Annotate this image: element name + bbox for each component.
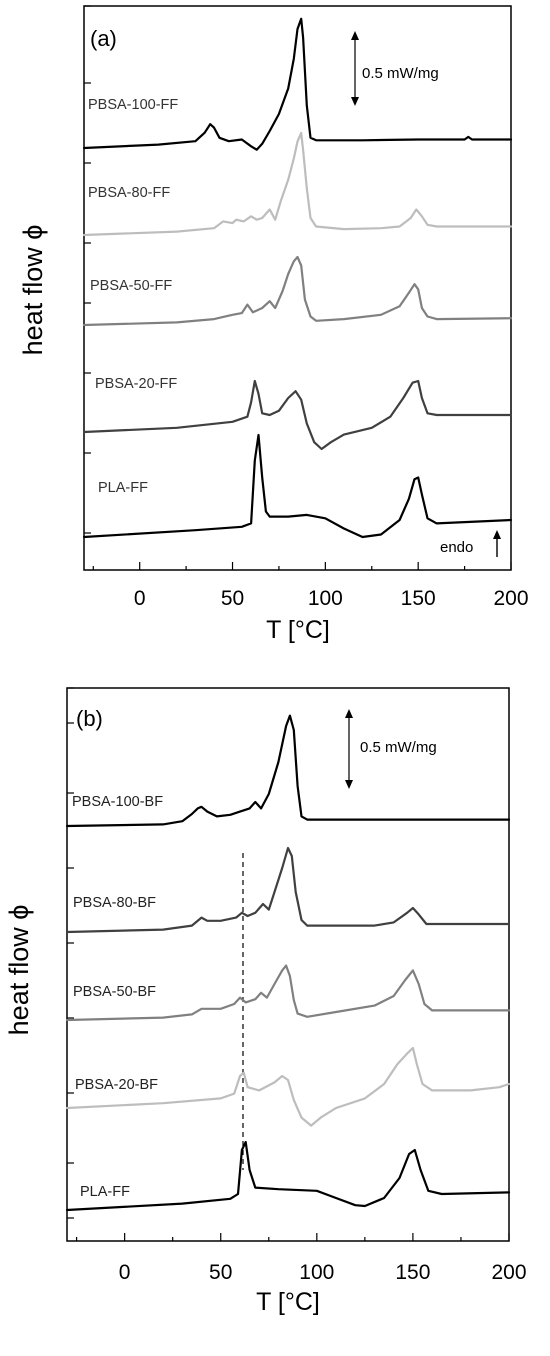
series-label: PBSA-20-FF xyxy=(95,376,177,392)
scale-bar-label-b: 0.5 mW/mg xyxy=(360,739,437,756)
panel-label-a: (a) xyxy=(90,26,117,51)
series-line-pbsa-100-ff xyxy=(82,17,513,151)
series-line-pbsa-100-bf xyxy=(65,714,511,828)
plot-frame-a xyxy=(83,5,512,571)
series-label: PBSA-100-FF xyxy=(88,97,178,113)
series-label: PBSA-80-FF xyxy=(88,185,170,201)
x-tick-label: 50 xyxy=(209,1261,232,1284)
panel-label-b: (b) xyxy=(76,706,103,731)
x-tick-label: 50 xyxy=(221,587,244,610)
series-line-pbsa-20-bf xyxy=(65,1046,511,1127)
scale-bar-label-a: 0.5 mW/mg xyxy=(362,65,439,82)
x-axis-label-b: T [°C] xyxy=(256,1288,320,1316)
series-label: PBSA-20-BF xyxy=(75,1077,158,1093)
endo-indicator: endo xyxy=(440,530,501,557)
x-tick-label: 200 xyxy=(491,1261,526,1284)
series-line-pbsa-80-bf xyxy=(65,846,511,934)
series-label: PBSA-50-FF xyxy=(90,278,172,294)
y-axis-label-a: heat flow ϕ xyxy=(18,225,48,356)
series-line-pbsa-50-bf xyxy=(65,964,511,1022)
x-tick-label: 0 xyxy=(134,587,146,610)
series-label: PBSA-100-BF xyxy=(72,794,163,810)
x-tick-label: 100 xyxy=(308,587,343,610)
x-tick-label: 200 xyxy=(493,587,528,610)
series-line-pla-ff xyxy=(82,433,513,539)
series-line-pla-ff xyxy=(65,1140,511,1212)
scale-bar-a: 0.5 mW/mg xyxy=(351,31,439,106)
series-label: PBSA-80-BF xyxy=(73,895,156,911)
series-line-pbsa-20-ff xyxy=(82,379,513,451)
x-tick-label: 150 xyxy=(395,1261,430,1284)
plot-frame-b xyxy=(66,687,510,1242)
x-tick-label: 150 xyxy=(401,587,436,610)
x-tick-label: 0 xyxy=(119,1261,131,1284)
series-label: PLA-FF xyxy=(98,480,148,496)
series-line-pbsa-80-ff xyxy=(82,131,513,237)
series-label: PLA-FF xyxy=(80,1184,130,1200)
panel-a: (a) 0 50 100 150 200 PBSA-100-FF PBSA-80-FF PB… xyxy=(18,5,529,644)
series-label: PBSA-50-BF xyxy=(73,984,156,1000)
scale-bar-b: 0.5 mW/mg xyxy=(345,709,437,789)
panel-b: (b) 0 50 100 150 200 PBSA-100-BF PBSA-80-BF PB… xyxy=(4,687,527,1316)
y-axis-label-b: heat flow ϕ xyxy=(4,905,34,1036)
endo-label: endo xyxy=(440,539,473,556)
x-axis-label-a: T [°C] xyxy=(266,616,330,644)
series-line-pbsa-50-ff xyxy=(82,255,513,327)
x-tick-label: 100 xyxy=(299,1261,334,1284)
